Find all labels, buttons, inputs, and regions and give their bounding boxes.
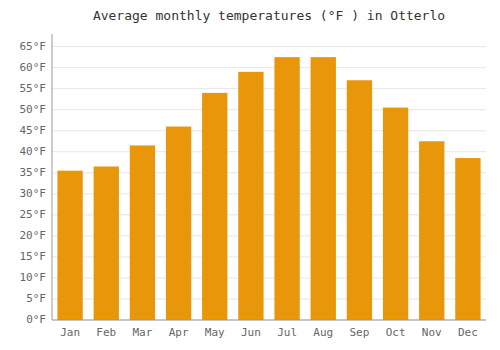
y-tick-label: 60°F bbox=[20, 61, 47, 74]
bar bbox=[347, 80, 372, 320]
bar bbox=[274, 57, 299, 320]
y-grid bbox=[52, 47, 486, 320]
y-tick-label: 35°F bbox=[20, 166, 47, 179]
x-tick-label: Dec bbox=[458, 326, 478, 339]
x-tick-label: Mar bbox=[132, 326, 152, 339]
y-tick-label: 30°F bbox=[20, 187, 47, 200]
y-tick-label: 20°F bbox=[20, 229, 47, 242]
grid-line bbox=[52, 88, 486, 89]
chart-container: 0°F 5°F 10°F 15°F 20°F 25°F 30°F 35°F 40°F 45°F 50… bbox=[0, 0, 500, 350]
grid-line bbox=[52, 46, 486, 47]
x-tick-label: May bbox=[205, 326, 225, 339]
bar bbox=[383, 108, 408, 320]
x-tick-label: Jan bbox=[60, 326, 80, 339]
y-tick-label: 50°F bbox=[20, 103, 47, 116]
bar bbox=[202, 93, 227, 320]
y-tick-label: 65°F bbox=[20, 40, 47, 53]
bar bbox=[57, 171, 82, 320]
chart-svg: 0°F 5°F 10°F 15°F 20°F 25°F 30°F 35°F 40°F 45°F 50… bbox=[0, 0, 500, 350]
x-tick-label: Feb bbox=[96, 326, 116, 339]
y-ticks: 0°F 5°F 10°F 15°F 20°F 25°F 30°F 35°F 40°F 45°F 50… bbox=[20, 40, 47, 326]
y-tick-label: 55°F bbox=[20, 82, 47, 95]
x-axis-line bbox=[52, 320, 486, 321]
bar bbox=[130, 145, 155, 320]
chart-title: Average monthly temperatures (°F ) in Ot… bbox=[93, 8, 445, 23]
y-axis-line bbox=[52, 34, 53, 320]
bar bbox=[94, 166, 119, 320]
y-tick-label: 0°F bbox=[26, 313, 46, 326]
bars bbox=[57, 57, 480, 320]
y-tick-label: 25°F bbox=[20, 208, 47, 221]
grid-line bbox=[52, 67, 486, 68]
x-tick-label: Nov bbox=[422, 326, 442, 339]
grid-line bbox=[52, 130, 486, 131]
x-tick-label: Apr bbox=[169, 326, 189, 339]
bar bbox=[455, 158, 480, 320]
x-ticks: Jan Feb Mar Apr May Jun Jul Aug Sep Oct Nov Dec bbox=[60, 326, 478, 339]
bar bbox=[311, 57, 336, 320]
y-tick-label: 5°F bbox=[26, 292, 46, 305]
y-tick-label: 15°F bbox=[20, 250, 47, 263]
y-tick-label: 10°F bbox=[20, 271, 47, 284]
x-tick-label: Sep bbox=[349, 326, 369, 339]
bar bbox=[419, 141, 444, 320]
y-tick-label: 45°F bbox=[20, 124, 47, 137]
grid-line bbox=[52, 109, 486, 110]
y-tick-label: 40°F bbox=[20, 145, 47, 158]
axes bbox=[52, 34, 486, 320]
grid-line bbox=[52, 320, 486, 321]
x-tick-label: Aug bbox=[313, 326, 333, 339]
bar bbox=[238, 72, 263, 320]
x-tick-label: Jul bbox=[277, 326, 297, 339]
x-tick-label: Jun bbox=[241, 326, 261, 339]
x-tick-label: Oct bbox=[386, 326, 406, 339]
bar bbox=[166, 127, 191, 320]
